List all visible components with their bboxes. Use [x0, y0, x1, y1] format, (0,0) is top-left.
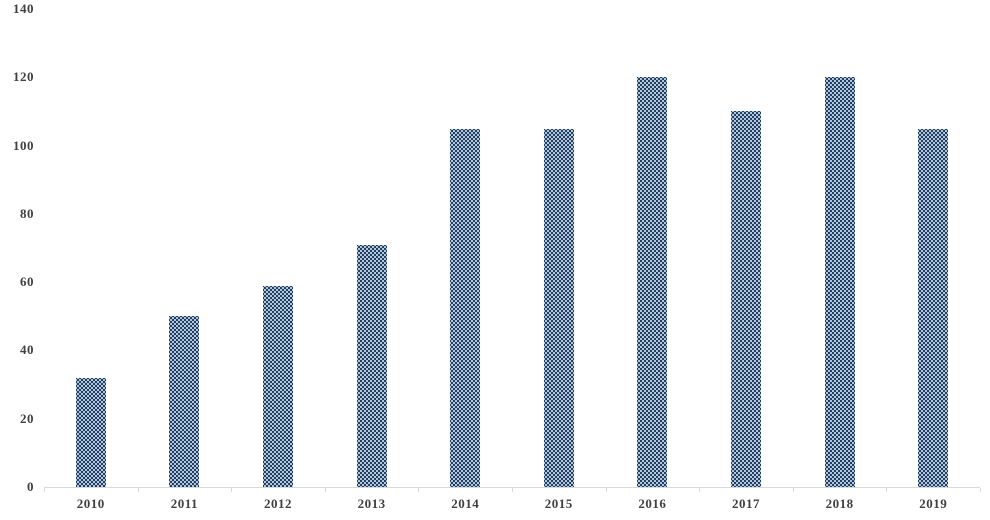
x-axis-label: 2010 — [76, 496, 105, 511]
x-axis-tick — [699, 488, 701, 492]
y-tick-label: 0 — [27, 479, 34, 494]
x-axis-label: 2012 — [264, 496, 292, 511]
x-axis-tick — [980, 488, 981, 492]
x-axis-label: 2014 — [451, 496, 480, 511]
y-tick-label: 80 — [20, 205, 34, 221]
y-tick-label: 40 — [20, 342, 34, 358]
bar-2017 — [731, 111, 761, 487]
x-axis-tick — [231, 488, 233, 492]
bar-2011 — [169, 316, 200, 487]
plot-area: 2010 2011 2012 2013 2014 2015 2016 2017 2018 2019 — [44, 0, 981, 520]
bar-2019 — [918, 128, 949, 487]
x-axis-tick — [792, 488, 794, 492]
bar-2018 — [824, 77, 855, 487]
x-axis-label: 2011 — [170, 496, 199, 511]
y-tick-label: 140 — [13, 1, 34, 17]
x-axis-tick — [886, 488, 888, 492]
x-axis-tick — [324, 488, 326, 492]
x-axis-label: 2016 — [638, 496, 667, 511]
x-axis-tick — [605, 488, 607, 492]
bar-2014 — [450, 128, 481, 487]
x-axis-tick — [512, 488, 513, 492]
bar-2012 — [263, 285, 293, 487]
y-tick-label: 20 — [20, 410, 34, 426]
bar-2015 — [543, 128, 574, 487]
x-axis-label: 2017 — [732, 496, 760, 511]
x-axis-tick — [137, 488, 139, 492]
x-axis-label: 2015 — [544, 496, 573, 511]
x-axis-tick — [44, 488, 45, 492]
x-axis-label: 2013 — [357, 496, 386, 511]
bar-2013 — [356, 244, 387, 487]
y-tick-label: 60 — [20, 274, 34, 290]
y-tick-label: 100 — [13, 137, 34, 153]
x-axis-line — [44, 487, 980, 488]
x-axis-label: 2018 — [825, 496, 854, 511]
x-axis-tick — [418, 488, 420, 492]
bar-2016 — [637, 77, 668, 487]
y-tick-label: 120 — [13, 69, 34, 85]
x-axis-label: 2019 — [919, 496, 948, 511]
y-axis: 0 20 40 60 80 100 120 140 — [0, 0, 36, 520]
bar-2010 — [75, 377, 106, 487]
